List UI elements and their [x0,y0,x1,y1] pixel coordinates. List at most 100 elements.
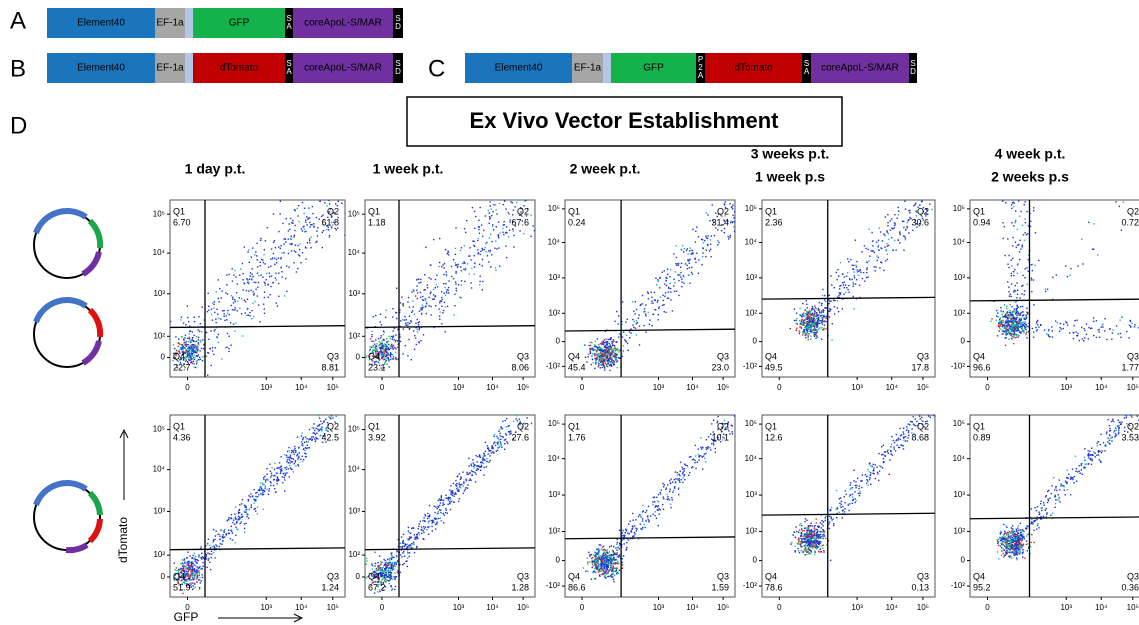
event-dot [849,278,850,279]
event-dot [690,247,691,248]
event-dot [528,181,529,182]
event-dot [298,455,299,456]
event-dot [397,551,398,552]
event-dot [825,301,826,302]
event-dot [799,333,800,334]
event-dot [681,249,682,250]
event-dot [612,362,613,363]
quadrant-value: 1.24 [321,582,339,592]
event-dot [868,249,869,250]
event-dot [608,356,609,357]
event-dot [320,421,321,422]
event-dot [530,236,531,237]
event-dot [658,281,659,282]
event-dot [655,300,656,301]
event-dot [334,175,335,176]
event-dot [241,522,242,523]
event-dot [184,344,185,345]
event-dot [413,306,414,307]
event-dot [799,320,800,321]
event-dot [313,428,314,429]
event-dot [929,203,930,204]
event-dot [482,456,483,457]
event-dot [823,321,824,322]
event-dot [1022,328,1023,329]
event-dot [706,237,707,238]
event-dot [188,321,189,322]
event-dot [188,354,189,355]
event-dot [257,507,258,508]
event-dot [481,465,482,466]
event-dot [805,333,806,334]
event-dot [615,360,616,361]
event-dot [369,346,370,347]
event-dot [1031,291,1032,292]
x-tick-label: 10⁴ [686,383,699,392]
event-dot [703,242,704,243]
x-tick-label: 0 [380,383,385,392]
event-dot [288,468,289,469]
event-dot [251,279,252,280]
event-dot [1026,332,1027,333]
event-dot [644,308,645,309]
event-dot [619,333,620,334]
event-dot [435,287,436,288]
event-dot [676,257,677,258]
event-dot [468,255,469,256]
event-dot [325,193,326,194]
event-dot [390,576,391,577]
event-dot [217,534,218,535]
event-dot [376,343,377,344]
event-dot [456,485,457,486]
event-dot [490,266,491,267]
event-dot [465,268,466,269]
event-dot [208,306,209,307]
event-dot [219,546,220,547]
event-dot [1002,331,1003,332]
event-dot [194,367,195,368]
event-dot [1025,322,1026,323]
event-dot [263,509,264,510]
x-tick-label: 10⁴ [295,603,308,612]
event-dot [1023,321,1024,322]
event-dot [234,270,235,271]
event-dot [237,300,238,301]
event-dot [595,363,596,364]
event-dot [689,263,690,264]
event-dot [1017,294,1018,295]
event-dot [535,195,536,196]
event-dot [490,234,491,235]
event-dot [371,563,372,564]
event-dot [492,451,493,452]
event-dot [358,197,359,198]
event-dot [216,322,217,323]
event-dot [394,339,395,340]
event-dot [305,456,306,457]
event-dot [600,347,601,348]
event-dot [1031,264,1032,265]
event-dot [1119,320,1120,321]
event-dot [645,331,646,332]
event-dot [937,202,938,203]
event-dot [595,341,596,342]
event-dot [455,494,456,495]
event-dot [198,339,199,340]
event-dot [450,499,451,500]
event-dot [232,268,233,269]
event-dot [1017,317,1018,318]
event-dot [493,204,494,205]
event-dot [291,452,292,453]
event-dot [414,314,415,315]
quadrant-name: Q1 [173,421,185,431]
event-dot [291,236,292,237]
event-dot [418,279,419,280]
event-dot [498,234,499,235]
event-dot [955,174,956,175]
event-dot [263,490,264,491]
event-dot [499,203,500,204]
event-dot [498,247,499,248]
event-dot [496,213,497,214]
event-dot [291,469,292,470]
event-dot [392,358,393,359]
event-dot [1061,328,1062,329]
